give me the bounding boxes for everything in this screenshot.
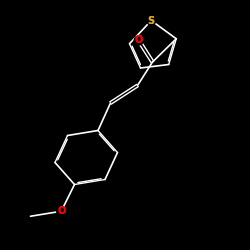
Text: S: S — [148, 16, 155, 26]
Text: O: O — [134, 36, 143, 46]
Circle shape — [147, 16, 156, 25]
Text: O: O — [57, 206, 66, 216]
Text: O: O — [134, 36, 143, 46]
Text: S: S — [148, 16, 155, 26]
Circle shape — [57, 207, 66, 216]
Text: O: O — [57, 206, 66, 216]
Circle shape — [134, 36, 143, 45]
